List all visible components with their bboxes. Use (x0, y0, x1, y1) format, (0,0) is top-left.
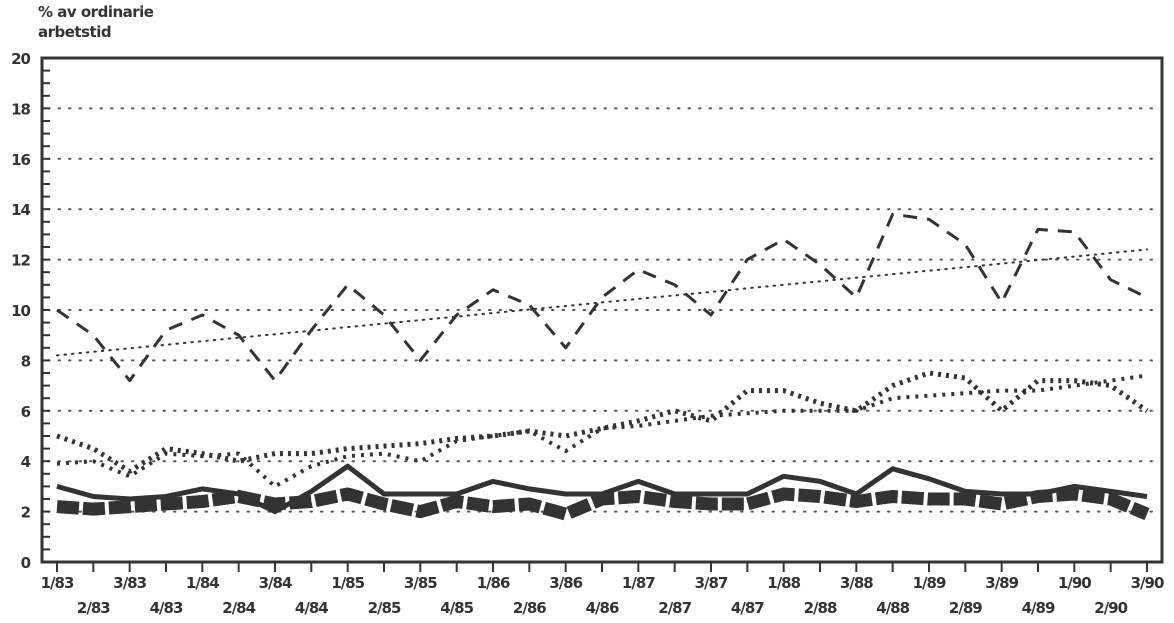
x-tick-label: 4/89 (1022, 599, 1055, 617)
y-tick-label: 4 (21, 453, 31, 471)
x-tick-label: 2/90 (1094, 599, 1127, 617)
y-tick-label: 10 (11, 302, 30, 320)
x-tick-label: 2/89 (949, 599, 982, 617)
y-tick-label: 16 (11, 151, 30, 169)
series-line-fine-dotted-trend (56, 248, 1148, 357)
x-tick-label: 4/86 (586, 599, 619, 617)
y-tick-label: 20 (11, 50, 30, 68)
x-tick-label: 1/84 (186, 574, 219, 592)
y-tick-label: 14 (11, 201, 30, 219)
y-axis-label: % av ordinarie arbetstid (38, 3, 154, 41)
x-tick-label: 1/83 (41, 574, 74, 592)
series-line-dotted (56, 373, 1148, 489)
x-tick-label: 3/87 (695, 574, 728, 592)
y-tick-label: 12 (11, 252, 30, 270)
y-tick-label: 2 (21, 504, 31, 522)
x-tick-label: 4/88 (876, 599, 909, 617)
y-tick-label: 0 (21, 554, 31, 572)
x-tick-label: 2/86 (513, 599, 546, 617)
x-tick-label: 3/90 (1131, 574, 1164, 592)
y-tick-label: 18 (11, 100, 30, 118)
x-tick-label: 4/85 (440, 599, 473, 617)
x-tick-label: 3/89 (985, 574, 1018, 592)
x-tick-label: 3/88 (840, 574, 873, 592)
x-tick-label: 3/86 (549, 574, 582, 592)
x-tick-label: 1/87 (622, 574, 655, 592)
x-tick-label: 4/83 (150, 599, 183, 617)
x-tick-label: 2/87 (658, 599, 691, 617)
x-tick-label: 2/83 (77, 599, 110, 617)
series-line-thick-comb (56, 487, 1150, 521)
x-tick-label: 1/90 (1058, 574, 1091, 592)
x-tick-label: 1/88 (767, 574, 800, 592)
x-tick-label: 2/88 (804, 599, 837, 617)
x-tick-label: 3/85 (404, 574, 437, 592)
x-tick-label: 2/84 (222, 599, 255, 617)
x-tick-label: 1/86 (477, 574, 510, 592)
y-tick-label: 6 (21, 403, 31, 421)
x-tick-label: 1/85 (331, 574, 364, 592)
x-tick-label: 3/84 (259, 574, 292, 592)
y-tick-label: 8 (21, 352, 31, 370)
x-tick-label: 1/89 (913, 574, 946, 592)
x-tick-label: 4/87 (731, 599, 764, 617)
series-line-dashed (56, 212, 1148, 383)
x-tick-label: 3/83 (113, 574, 146, 592)
x-tick-label: 2/85 (368, 599, 401, 617)
x-tick-label: 4/84 (295, 599, 328, 617)
